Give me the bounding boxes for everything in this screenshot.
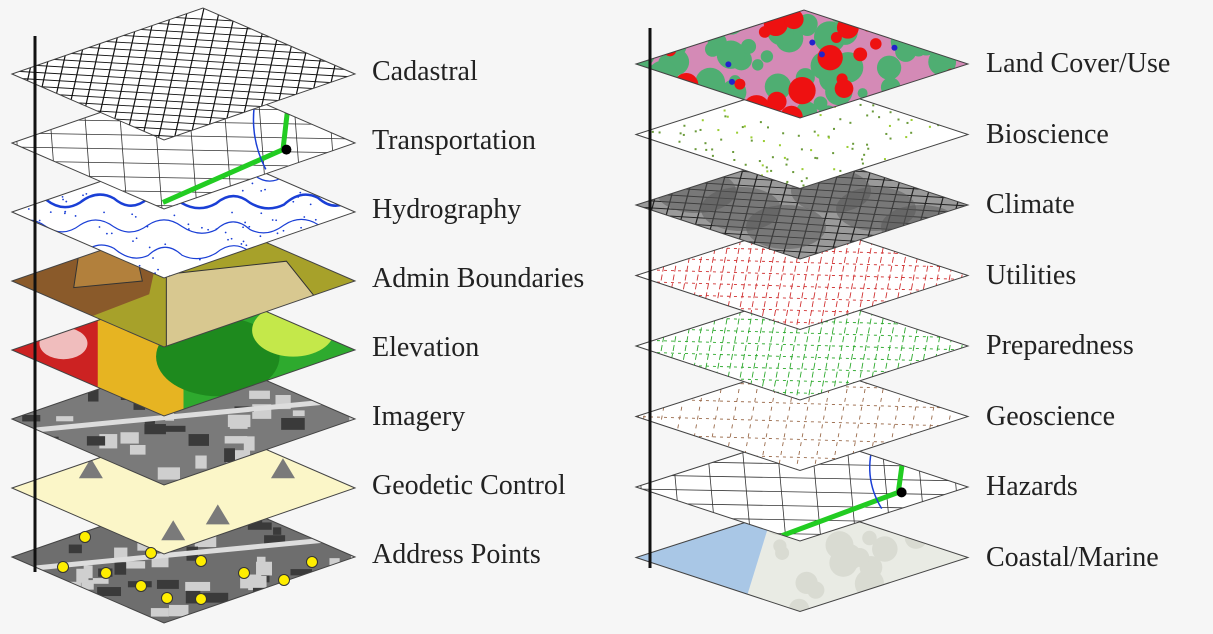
- layer-label-elevation: Elevation: [372, 332, 480, 363]
- left-layer-stack: [10, 7, 357, 624]
- layer-label-cadastral: Cadastral: [372, 56, 478, 87]
- layer-label-hydrography: Hydrography: [372, 194, 522, 225]
- layer-tile-land-cover-use: [634, 9, 970, 119]
- layer-label-utilities: Utilities: [986, 259, 1077, 291]
- layer-label-geoscience: Geoscience: [986, 400, 1116, 432]
- address-dots: [57, 531, 318, 605]
- layer-label-transportation: Transportation: [372, 125, 536, 156]
- layer-label-climate: Climate: [986, 189, 1075, 220]
- layer-label-address-points: Address Points: [372, 539, 541, 570]
- layer-label-geodetic-control: Geodetic Control: [372, 470, 566, 501]
- layer-label-land-cover-use: Land Cover/Use: [986, 48, 1171, 79]
- layer-label-admin-boundaries: Admin Boundaries: [372, 263, 585, 294]
- layer-label-preparedness: Preparedness: [986, 330, 1134, 361]
- layer-label-imagery: Imagery: [372, 401, 466, 432]
- right-layer-stack: [634, 9, 970, 613]
- layer-label-coastal-marine: Coastal/Marine: [986, 541, 1159, 573]
- layer-label-hazards: Hazards: [986, 471, 1078, 502]
- layer-label-bioscience: Bioscience: [986, 118, 1109, 150]
